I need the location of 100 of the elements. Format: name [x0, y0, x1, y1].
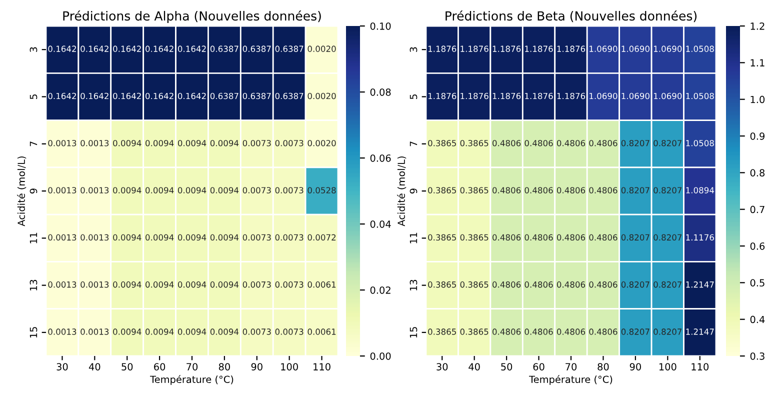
x-tick-label: 80: [218, 363, 230, 370]
x-tick-label: 30: [56, 363, 68, 370]
data-label: 0.4806: [589, 140, 618, 146]
y-tick-label: 5: [410, 94, 418, 100]
data-label: 0.0094: [146, 140, 174, 146]
data-label: 0.0072: [308, 234, 336, 241]
y-axis-title: Acidité (mol/L): [17, 156, 26, 226]
data-label: 0.4806: [524, 187, 553, 194]
data-label: 0.0094: [113, 140, 142, 146]
color-bar-label: 0.8: [750, 169, 765, 176]
y-axis-title: Acidité (mol/L): [397, 156, 406, 226]
data-label: 0.0013: [48, 140, 76, 146]
y-tick-label: 7: [410, 142, 418, 146]
data-label: 0.0073: [242, 187, 271, 194]
data-label: 0.0013: [80, 281, 109, 288]
data-label: 0.6387: [275, 46, 304, 52]
data-label: 0.1642: [178, 46, 206, 52]
color-bar-label: 1.1: [750, 59, 764, 66]
data-label: 0.0013: [80, 234, 109, 241]
data-label: 1.0690: [590, 92, 618, 100]
data-label: 1.1876: [428, 46, 456, 52]
data-label: 0.3865: [428, 187, 456, 194]
data-label: 0.8207: [654, 140, 682, 146]
x-tick-label: 110: [314, 363, 330, 370]
data-label: 0.0013: [48, 281, 76, 288]
data-label: 0.4806: [589, 281, 618, 288]
data-label: 0.4806: [492, 328, 521, 335]
color-bar-label: 0.3: [750, 352, 764, 360]
data-label: 0.8207: [654, 328, 682, 335]
data-label: 0.4806: [492, 281, 521, 288]
data-label: 0.1642: [48, 92, 76, 100]
data-label: 1.1876: [460, 92, 488, 100]
data-label: 0.8207: [621, 234, 650, 241]
data-label: 1.0894: [686, 187, 714, 194]
data-label: 0.0094: [113, 187, 142, 194]
data-label: 0.0013: [48, 234, 76, 241]
data-label: 0.4806: [556, 187, 586, 194]
data-label: 0.1642: [113, 46, 141, 52]
x-tick-label: 110: [692, 363, 709, 370]
data-label: 1.1876: [492, 92, 521, 100]
color-bar-label: 1.2: [750, 22, 764, 30]
x-axis-title: Température (°C): [529, 375, 612, 385]
data-label: 0.0013: [48, 328, 76, 335]
data-label: 0.0094: [210, 140, 239, 146]
data-label: 0.0073: [242, 234, 271, 241]
data-label: 0.0094: [178, 187, 206, 194]
data-label: 0.0013: [80, 328, 109, 335]
data-label: 1.0508: [686, 140, 714, 146]
data-label: 0.1642: [146, 92, 174, 100]
data-label: 0.0094: [146, 187, 174, 194]
y-tick-label: 15: [30, 327, 38, 338]
y-tick-label: 3: [30, 47, 38, 52]
data-label: 0.0073: [242, 140, 271, 146]
data-label: 0.8207: [654, 234, 682, 241]
data-label: 0.0073: [275, 234, 304, 241]
x-axis-title: Température (°C): [150, 375, 234, 385]
color-bar-label: 1.0: [750, 96, 765, 104]
y-tick-label: 13: [30, 280, 38, 290]
data-label: 0.4806: [524, 140, 553, 146]
data-label: 0.1642: [80, 46, 108, 52]
data-label: 0.0094: [178, 234, 206, 241]
data-label: 1.0690: [590, 46, 618, 52]
data-label: 0.4806: [524, 328, 553, 335]
x-tick-label: 90: [251, 363, 262, 370]
data-label: 0.3865: [460, 140, 488, 146]
data-label: 0.4806: [524, 234, 553, 241]
data-label: 0.0073: [275, 187, 304, 194]
data-label: 0.8207: [621, 187, 650, 194]
data-label: 0.0094: [210, 234, 239, 241]
y-tick-label: 5: [30, 94, 38, 100]
data-label: 0.0073: [242, 328, 271, 335]
data-label: 0.4806: [589, 328, 618, 335]
y-tick-label: 9: [30, 188, 38, 194]
data-label: 1.1876: [460, 46, 488, 52]
color-bar-label: 0.4: [750, 316, 765, 324]
data-label: 0.4806: [556, 328, 586, 335]
data-label: 0.0061: [308, 281, 336, 288]
data-label: 1.0690: [654, 46, 682, 52]
data-label: 0.8207: [654, 281, 682, 288]
data-label: 1.0508: [686, 46, 714, 52]
data-label: 0.1642: [178, 92, 206, 100]
data-label: 0.6387: [210, 92, 238, 100]
data-label: 0.1642: [113, 92, 141, 100]
data-label: 0.8207: [654, 187, 682, 194]
data-label: 1.1876: [492, 46, 521, 52]
color-bar-label: 0.7: [750, 206, 764, 214]
data-label: 0.1642: [48, 46, 76, 52]
color-bar-label: 0.9: [750, 132, 764, 140]
x-tick-label: 80: [598, 363, 609, 370]
data-label: 1.1876: [525, 92, 553, 100]
data-label: 0.6387: [275, 92, 304, 100]
data-label: 0.8207: [621, 281, 650, 288]
data-label: 1.2147: [686, 328, 714, 335]
data-label: 1.1876: [557, 92, 586, 100]
color-bar-label: 0.06: [370, 154, 391, 162]
data-label: 0.3865: [460, 234, 488, 241]
data-label: 0.3865: [460, 187, 488, 194]
data-label: 0.6387: [242, 92, 271, 100]
x-tick-label: 60: [154, 363, 166, 370]
x-tick-label: 70: [186, 363, 198, 370]
